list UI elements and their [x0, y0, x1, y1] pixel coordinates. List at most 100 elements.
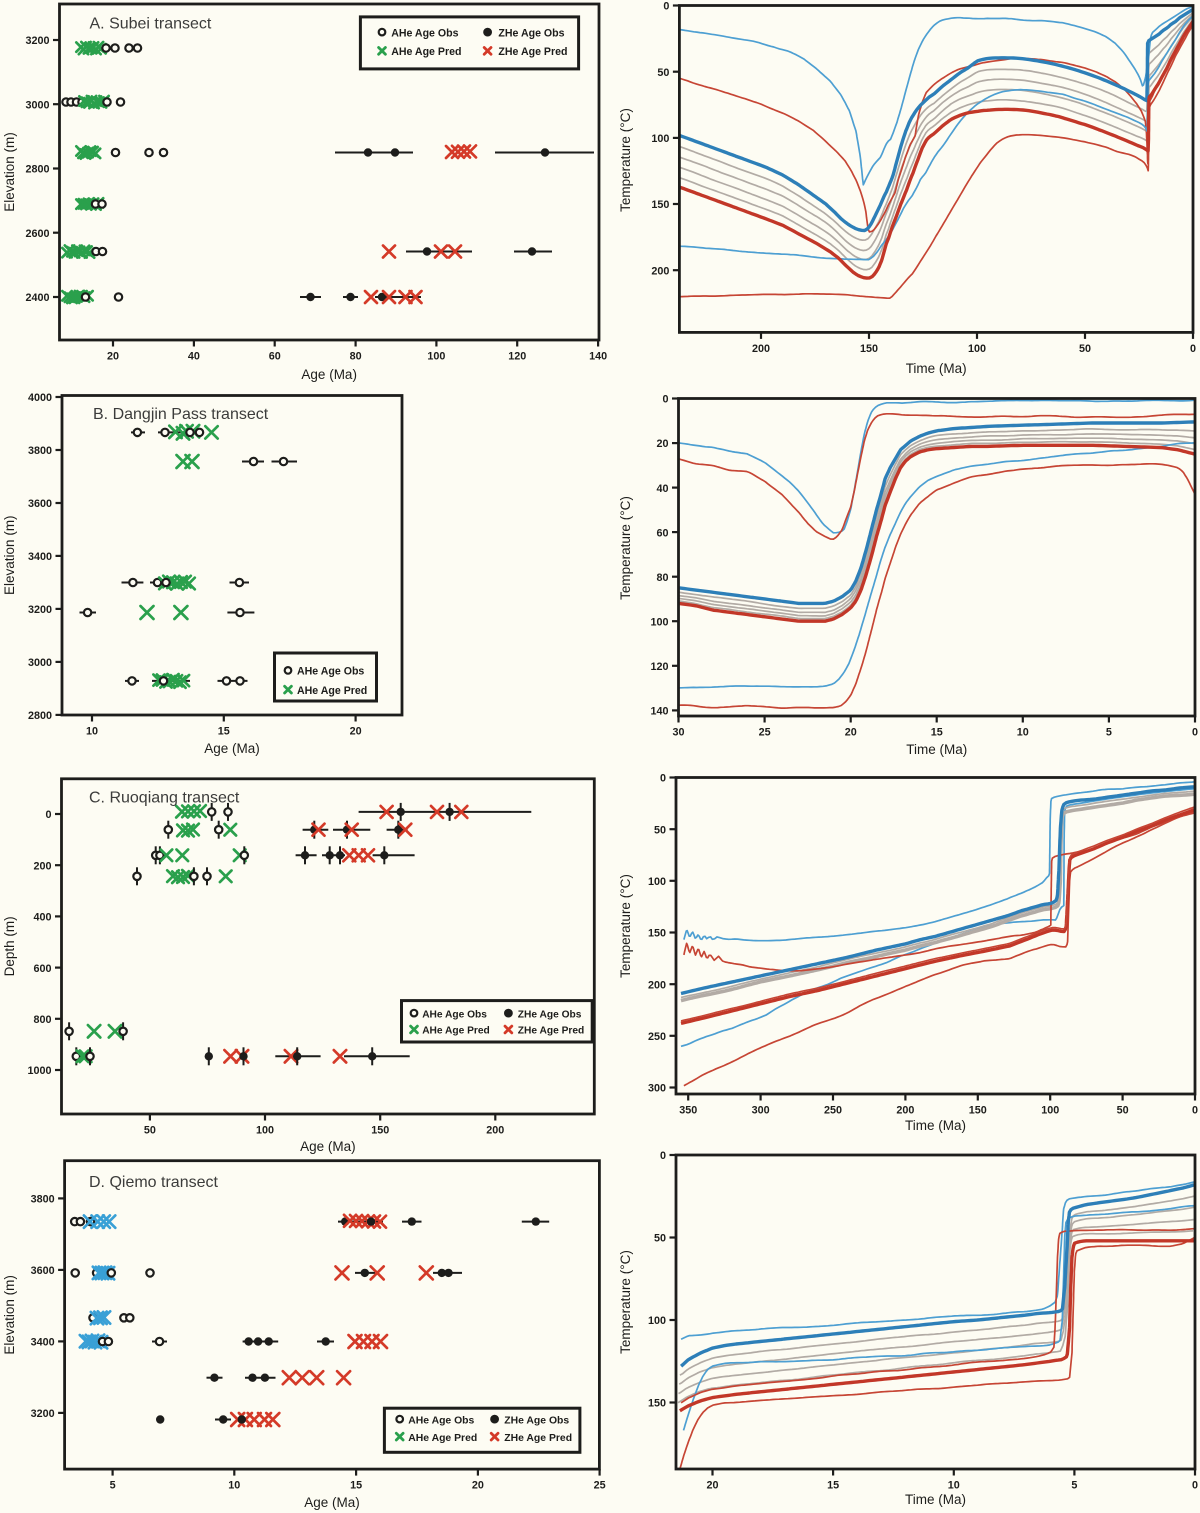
svg-text:200: 200: [648, 979, 666, 991]
svg-text:50: 50: [1117, 1105, 1129, 1117]
svg-text:250: 250: [824, 1105, 842, 1117]
svg-text:Time (Ma): Time (Ma): [906, 361, 967, 376]
svg-text:3000: 3000: [25, 99, 49, 111]
svg-text:200: 200: [651, 265, 669, 277]
svg-text:25: 25: [594, 1480, 606, 1492]
svg-text:0: 0: [1192, 1480, 1198, 1492]
svg-text:50: 50: [654, 824, 666, 836]
svg-text:600: 600: [33, 963, 51, 975]
svg-text:3800: 3800: [28, 445, 52, 457]
svg-text:ZHe Age Pred: ZHe Age Pred: [518, 1026, 584, 1037]
svg-text:ZHe Age Obs: ZHe Age Obs: [498, 27, 564, 39]
svg-text:AHe Age Obs: AHe Age Obs: [408, 1415, 474, 1426]
svg-text:100: 100: [427, 351, 445, 363]
svg-text:200: 200: [486, 1125, 504, 1137]
svg-text:ZHe Age Obs: ZHe Age Obs: [518, 1009, 582, 1020]
svg-text:5: 5: [1106, 727, 1112, 739]
svg-text:10: 10: [948, 1480, 960, 1492]
svg-text:40: 40: [188, 351, 200, 363]
svg-text:80: 80: [656, 572, 668, 584]
svg-text:40: 40: [656, 483, 668, 495]
svg-text:100: 100: [648, 1315, 666, 1327]
svg-text:120: 120: [508, 351, 526, 363]
svg-text:3000: 3000: [28, 657, 52, 669]
svg-text:1000: 1000: [27, 1065, 51, 1077]
svg-text:800: 800: [33, 1014, 51, 1026]
svg-text:4000: 4000: [28, 392, 52, 404]
svg-text:15: 15: [218, 726, 230, 738]
svg-text:Age (Ma): Age (Ma): [301, 367, 357, 382]
svg-text:AHe Age Obs: AHe Age Obs: [391, 27, 458, 39]
svg-text:60: 60: [656, 527, 668, 539]
svg-text:140: 140: [589, 351, 607, 363]
svg-text:150: 150: [860, 343, 878, 355]
svg-text:5: 5: [110, 1480, 116, 1492]
svg-text:15: 15: [827, 1480, 839, 1492]
svg-text:20: 20: [350, 726, 362, 738]
svg-text:Elevation (m): Elevation (m): [2, 132, 17, 212]
svg-text:Time (Ma): Time (Ma): [906, 742, 967, 757]
svg-text:150: 150: [651, 199, 669, 211]
svg-text:10: 10: [86, 726, 98, 738]
svg-text:Time (Ma): Time (Ma): [905, 1118, 966, 1133]
svg-text:0: 0: [1192, 727, 1198, 739]
svg-text:AHe Age Pred: AHe Age Pred: [422, 1026, 490, 1037]
svg-text:ZHe Age Pred: ZHe Age Pred: [498, 46, 567, 58]
svg-text:50: 50: [1079, 343, 1091, 355]
svg-text:3600: 3600: [28, 498, 52, 510]
svg-text:80: 80: [350, 351, 362, 363]
svg-text:0: 0: [660, 773, 666, 785]
svg-text:0: 0: [1190, 343, 1196, 355]
svg-text:20: 20: [706, 1480, 718, 1492]
svg-text:50: 50: [654, 1233, 666, 1245]
svg-text:2800: 2800: [28, 710, 52, 722]
svg-text:0: 0: [1192, 1105, 1198, 1117]
svg-text:0: 0: [660, 1150, 666, 1162]
svg-text:Elevation (m): Elevation (m): [2, 515, 17, 595]
svg-text:60: 60: [269, 351, 281, 363]
svg-text:D. Qiemo transect: D. Qiemo transect: [89, 1174, 218, 1191]
svg-text:Temperature (°C): Temperature (°C): [618, 496, 633, 600]
svg-text:400: 400: [33, 912, 51, 924]
svg-text:350: 350: [679, 1105, 697, 1117]
svg-text:0: 0: [662, 394, 668, 406]
svg-text:ZHe Age Obs: ZHe Age Obs: [504, 1415, 569, 1426]
svg-text:100: 100: [968, 343, 986, 355]
svg-text:200: 200: [33, 860, 51, 872]
svg-text:30: 30: [672, 727, 684, 739]
svg-text:150: 150: [648, 928, 666, 940]
svg-text:50: 50: [657, 67, 669, 79]
svg-text:5: 5: [1071, 1480, 1077, 1492]
svg-text:20: 20: [656, 438, 668, 450]
svg-text:0: 0: [663, 1, 669, 13]
svg-text:300: 300: [648, 1083, 666, 1095]
svg-text:200: 200: [896, 1105, 914, 1117]
svg-text:3400: 3400: [28, 551, 52, 563]
svg-text:3800: 3800: [31, 1194, 55, 1206]
svg-text:20: 20: [472, 1480, 484, 1492]
svg-text:Age (Ma): Age (Ma): [204, 741, 260, 756]
svg-text:3400: 3400: [31, 1337, 55, 1349]
svg-text:AHe Age Pred: AHe Age Pred: [408, 1433, 477, 1444]
svg-text:100: 100: [651, 133, 669, 145]
svg-text:25: 25: [759, 727, 771, 739]
svg-text:3200: 3200: [28, 604, 52, 616]
svg-text:20: 20: [845, 727, 857, 739]
svg-text:ZHe Age Pred: ZHe Age Pred: [504, 1433, 572, 1444]
svg-text:A. Subei transect: A. Subei transect: [90, 16, 212, 33]
svg-text:3200: 3200: [31, 1408, 55, 1420]
svg-text:10: 10: [1017, 727, 1029, 739]
svg-text:AHe Age Pred: AHe Age Pred: [297, 685, 367, 697]
svg-text:2400: 2400: [25, 292, 49, 304]
svg-text:Temperature (°C): Temperature (°C): [618, 874, 633, 978]
svg-text:150: 150: [371, 1125, 389, 1137]
svg-text:Temperature (°C): Temperature (°C): [618, 1250, 633, 1354]
svg-text:20: 20: [107, 351, 119, 363]
svg-text:2600: 2600: [25, 228, 49, 240]
svg-text:140: 140: [650, 706, 668, 718]
svg-text:Time (Ma): Time (Ma): [905, 1492, 966, 1507]
svg-text:100: 100: [1041, 1105, 1059, 1117]
svg-text:Age (Ma): Age (Ma): [304, 1495, 360, 1510]
svg-text:10: 10: [228, 1480, 240, 1492]
svg-text:3600: 3600: [31, 1265, 55, 1277]
